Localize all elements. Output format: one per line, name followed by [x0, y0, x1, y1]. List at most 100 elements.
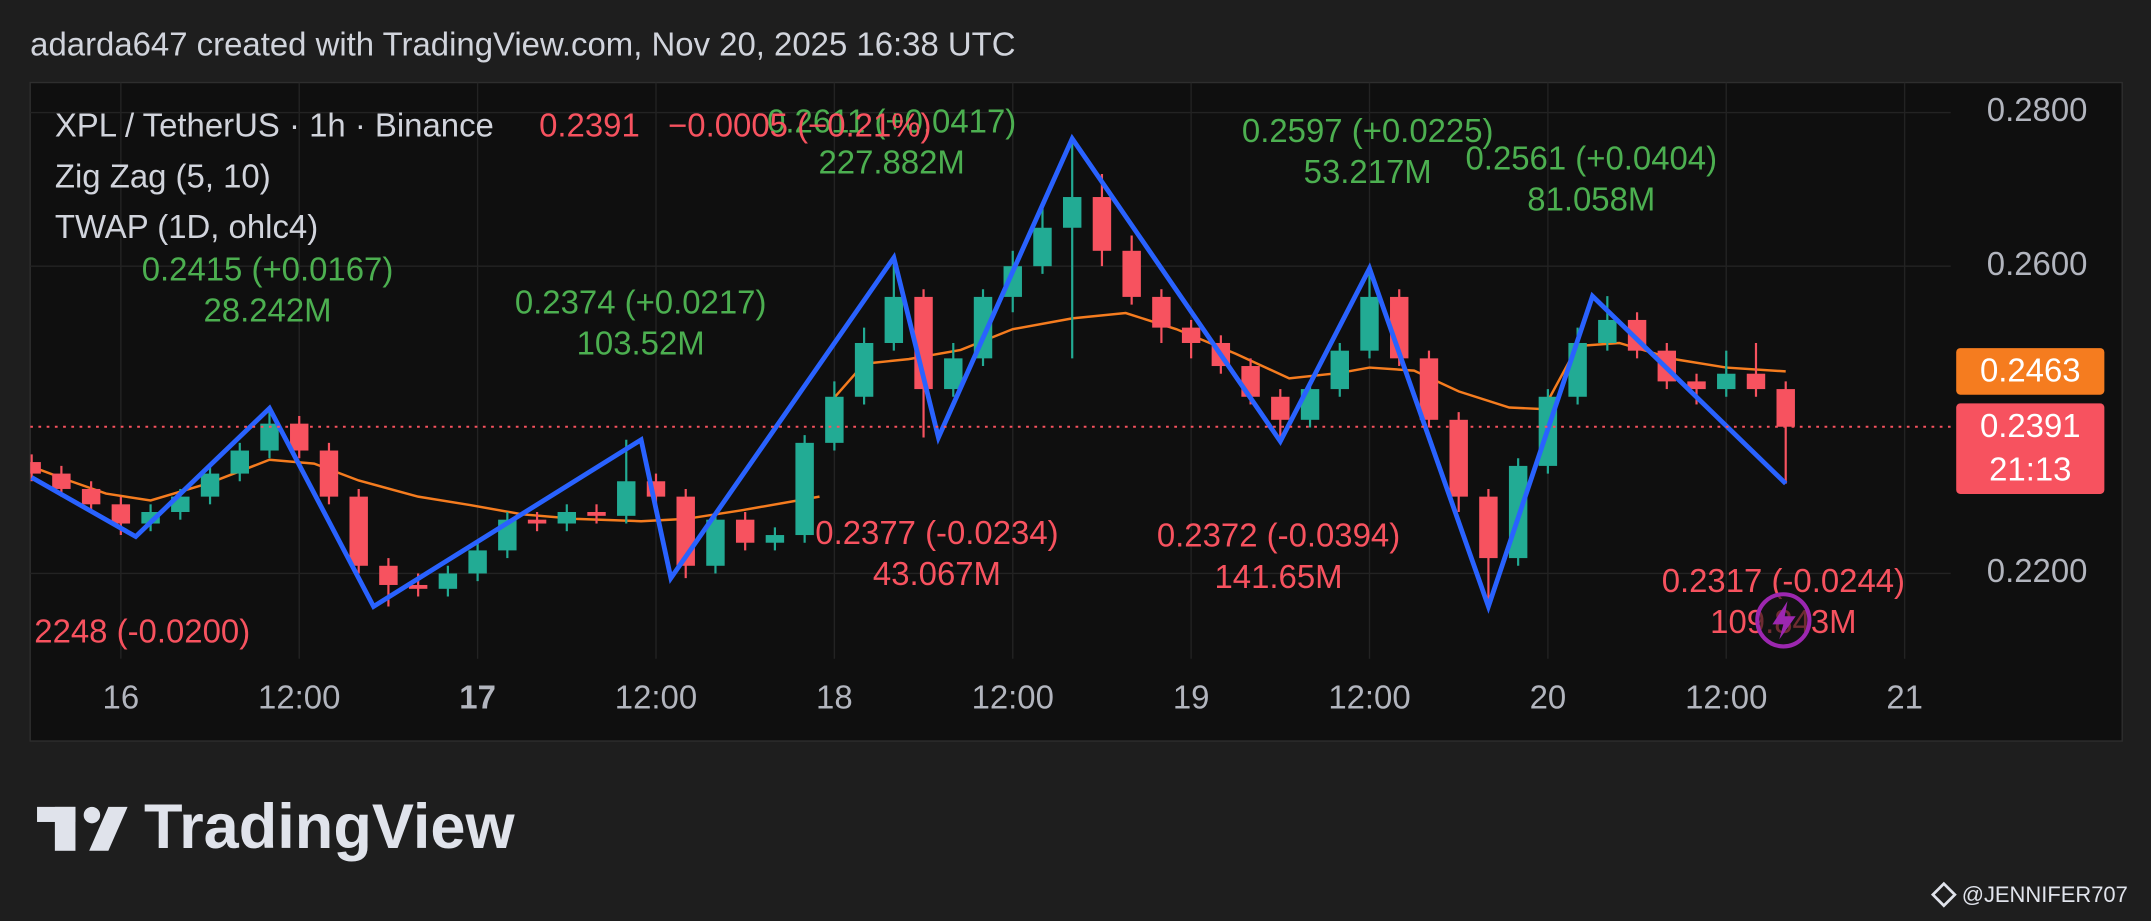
watermark: adarda647 created with TradingView.com, …: [30, 26, 1015, 63]
candle-body: [735, 519, 755, 543]
pivot-label: 0.2415 (+0.0167): [142, 251, 394, 288]
candle-body: [1181, 327, 1201, 343]
candle-body: [795, 442, 814, 536]
candle-body: [557, 511, 577, 524]
x-tick-label: 12:00: [615, 679, 697, 716]
candle-body: [854, 342, 874, 397]
candle-body: [1717, 373, 1736, 390]
pivot-volume: 103.52M: [577, 325, 705, 362]
candle-body: [1033, 227, 1052, 267]
candle-body: [52, 473, 71, 489]
candle-body: [1776, 389, 1795, 427]
pivot-label: 0.2372 (-0.0394): [1157, 517, 1400, 554]
pivot-volume: 28.242M: [203, 292, 331, 329]
indicator-name: Zig Zag (5, 10): [55, 157, 271, 194]
x-tick-label: 21: [1886, 679, 1923, 716]
candle-body: [1598, 319, 1617, 343]
chart-panel: [29, 81, 2123, 742]
x-tick-label: 12:00: [1328, 679, 1410, 716]
candle-body: [1122, 250, 1141, 297]
candle-body: [1003, 266, 1022, 297]
last-price-tag: [1956, 403, 2105, 494]
plot-area: 2248 (-0.0200) 0.2415 (+0.0167) 28.242M 0.2…: [30, 102, 1951, 650]
candle-body: [260, 423, 279, 451]
candle-body: [319, 450, 339, 497]
last-price-label: 0.2391: [1980, 407, 2081, 444]
x-tick-label: 17: [459, 679, 496, 716]
pivot-volume: 53.217M: [1304, 153, 1432, 190]
candle-body: [1746, 373, 1766, 390]
alert-bolt: [1772, 601, 1796, 640]
candle-body: [408, 584, 428, 589]
candle-body: [30, 462, 41, 474]
logo: TradingView: [37, 792, 515, 862]
pivot-volume: 141.65M: [1214, 558, 1342, 595]
legend: XPL / TetherUS · 1h · Binance 0.2391 −0.…: [55, 107, 932, 246]
x-tick-label: 12:00: [258, 679, 340, 716]
zigzag-line: [30, 133, 1788, 614]
last-price: 0.2391: [539, 107, 640, 144]
pivot-label: 0.2561 (+0.0404): [1466, 139, 1718, 176]
grid: [30, 82, 1951, 659]
pivot-label: 0.2611 (+0.0417): [767, 102, 1016, 139]
logo-mark: [54, 806, 76, 851]
candle-body: [765, 535, 785, 543]
logo-mark: [89, 806, 128, 851]
candle-body: [944, 358, 963, 390]
candle-body: [111, 504, 131, 524]
pivot-label: 0.2597 (+0.0225): [1242, 112, 1494, 149]
indicator-name: TWAP (1D, ohlc4): [55, 208, 318, 245]
credit: @JENNIFER707: [1930, 881, 2128, 908]
pivot-volume: 81.058M: [1527, 181, 1655, 218]
candle-body: [290, 423, 309, 451]
candle-body: [1092, 197, 1112, 251]
x-tick-label: 18: [816, 679, 853, 716]
x-tick-label: 16: [103, 679, 140, 716]
pivot-label: 2248 (-0.0200): [34, 613, 250, 650]
candle-body: [1062, 197, 1082, 228]
pivot-label: 0.2377 (-0.0234): [815, 514, 1058, 551]
candle-body: [200, 473, 220, 497]
candle-body: [884, 296, 904, 343]
brand: TradingView: [144, 792, 515, 862]
candle-body: [1330, 350, 1349, 390]
indicator-price-tag: [1956, 348, 2105, 395]
alert-icon: [1755, 592, 1812, 649]
candle-body: [230, 450, 249, 474]
candle-body: [1479, 496, 1498, 559]
logo-mark: [83, 806, 101, 824]
countdown: 21:13: [1989, 451, 2071, 488]
x-tick-label: 12:00: [1685, 679, 1767, 716]
candle-body: [706, 519, 725, 566]
candle-body: [1152, 296, 1171, 328]
price-change: −0.0005 (−0.21%): [668, 107, 931, 144]
pivot-label: 0.2374 (+0.0217): [515, 284, 767, 321]
x-tick-label: 12:00: [972, 679, 1054, 716]
candle-body: [81, 488, 101, 505]
candle-body: [527, 519, 547, 524]
credit-text: @JENNIFER707: [1962, 882, 2128, 907]
candle-body: [438, 573, 458, 589]
candle-body: [825, 396, 844, 443]
credit-icon: [1930, 881, 1957, 908]
y-tick-label: 0.2600: [1987, 245, 2088, 282]
pivot-volume: 227.882M: [818, 144, 964, 181]
pivot-volume: 43.067M: [873, 555, 1001, 592]
y-tick-label: 0.2800: [1987, 91, 2088, 128]
candle-body: [1449, 419, 1468, 497]
x-tick-label: 20: [1530, 679, 1567, 716]
symbol-title: XPL / TetherUS · 1h · Binance: [55, 107, 494, 144]
indicator-price-label: 0.2463: [1980, 351, 2081, 388]
candle-body: [1271, 396, 1290, 420]
candle-body: [617, 481, 636, 516]
candle-body: [1568, 342, 1587, 397]
axes: 0.2200 0.2600 0.2800 16 12:00 17 12:00 18 12:00 1…: [103, 91, 2105, 716]
candle-body: [141, 511, 160, 524]
candle-body: [1419, 358, 1439, 420]
y-tick-label: 0.2200: [1987, 552, 2088, 589]
x-tick-label: 19: [1173, 679, 1210, 716]
candle-body: [379, 565, 398, 585]
candle-body: [1687, 381, 1706, 390]
